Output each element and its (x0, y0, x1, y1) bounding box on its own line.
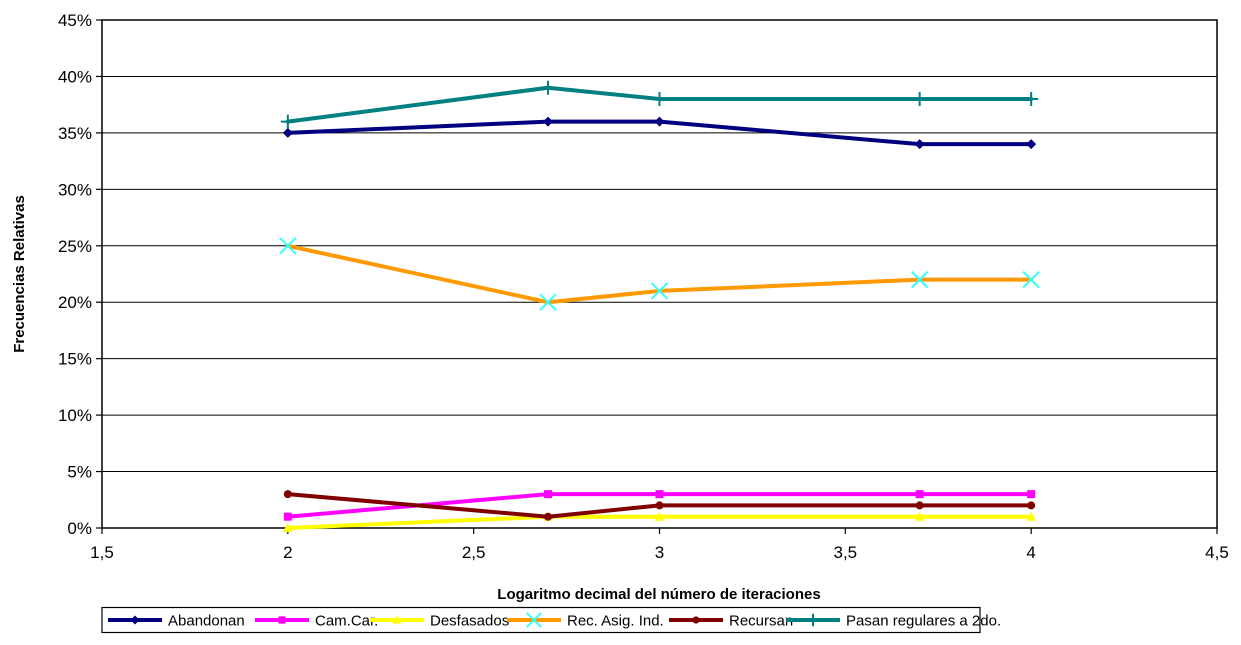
y-tick-label: 40% (58, 67, 92, 86)
data-point (283, 490, 292, 499)
data-point (914, 511, 925, 521)
series-recursan (283, 490, 1036, 521)
legend-swatch-marker (692, 616, 700, 624)
data-point (280, 114, 295, 129)
data-point (914, 139, 925, 150)
legend-label: Recursan (729, 613, 793, 630)
legend-label: Rec. Asig. Ind. (567, 613, 664, 630)
x-tick-label: 1,5 (90, 543, 114, 562)
data-point (654, 511, 665, 521)
series-abandonan (282, 116, 1037, 150)
x-tick-label: 2,5 (462, 543, 486, 562)
data-point (1027, 501, 1036, 510)
data-point (283, 512, 292, 521)
x-tick-label: 2 (283, 543, 292, 562)
series-rec-asig-ind (279, 237, 1040, 311)
data-point (282, 523, 293, 532)
data-point (915, 501, 924, 510)
data-point (910, 270, 929, 289)
y-tick-label: 35% (58, 124, 92, 143)
legend-swatch-marker (278, 616, 286, 624)
x-tick-label: 4 (1026, 543, 1035, 562)
data-point (650, 282, 669, 300)
legend-entry: Recursan (669, 613, 793, 630)
data-point (539, 293, 557, 311)
data-point (655, 501, 664, 510)
legend-entry: Abandonan (108, 613, 245, 630)
legend-entry: Pasan regulares a 2do. (786, 613, 1001, 630)
data-point (652, 92, 667, 107)
data-point (544, 512, 552, 521)
data-point (282, 127, 293, 138)
data-point (279, 237, 297, 255)
data-point (654, 116, 665, 127)
data-point (543, 116, 553, 127)
y-axis-title: Frecuencias Relativas (11, 195, 28, 353)
legend-label: Desfasados (430, 613, 509, 630)
series-lines (279, 80, 1040, 532)
legend-label: Cam.Car. (315, 613, 378, 630)
legend-entry: Cam.Car. (255, 613, 378, 630)
x-tick-label: 4,5 (1205, 543, 1229, 562)
x-tick-label: 3,5 (834, 543, 858, 562)
y-tick-label: 5% (67, 463, 92, 482)
legend-label: Pasan regulares a 2do. (846, 613, 1001, 630)
legend-swatch-marker (130, 615, 140, 625)
data-point (915, 490, 924, 499)
legend-swatch-marker (392, 615, 402, 624)
data-point (912, 92, 927, 107)
data-point (1024, 92, 1039, 107)
y-tick-label: 0% (67, 519, 92, 538)
legend-entry: Rec. Asig. Ind. (507, 612, 664, 630)
legend-swatch-marker (526, 612, 542, 628)
legend-entry: Desfasados (370, 613, 509, 630)
legend-swatch-marker (806, 613, 820, 627)
y-tick-label: 30% (58, 180, 92, 199)
legend-label: Abandonan (168, 613, 245, 630)
x-axis-title: Logaritmo decimal del número de iteracio… (497, 586, 820, 603)
data-point (541, 80, 555, 95)
data-point (1022, 270, 1040, 289)
y-tick-label: 20% (58, 293, 92, 312)
axis-ticks: 0% 5% 10% 15% 20% 25% 30% 35% 40% 45% 1,5 2 2,5 3 3,5 4… (58, 11, 1229, 562)
y-tick-label: 45% (58, 11, 92, 30)
series-cam-car (283, 490, 1036, 521)
y-tick-label: 10% (58, 406, 92, 425)
data-point (544, 490, 552, 499)
y-tick-label: 25% (58, 237, 92, 256)
x-tick-label: 3 (655, 543, 664, 562)
data-point (1026, 511, 1037, 521)
gridlines (102, 75, 1217, 473)
y-tick-label: 15% (58, 350, 92, 369)
data-point (655, 490, 664, 499)
series-pasan-regulares-a-2do (280, 80, 1039, 129)
data-point (1026, 139, 1037, 150)
data-point (1027, 490, 1036, 499)
legend: Abandonan Cam.Car. Desfasados Rec. Asig. In… (101, 606, 1001, 634)
